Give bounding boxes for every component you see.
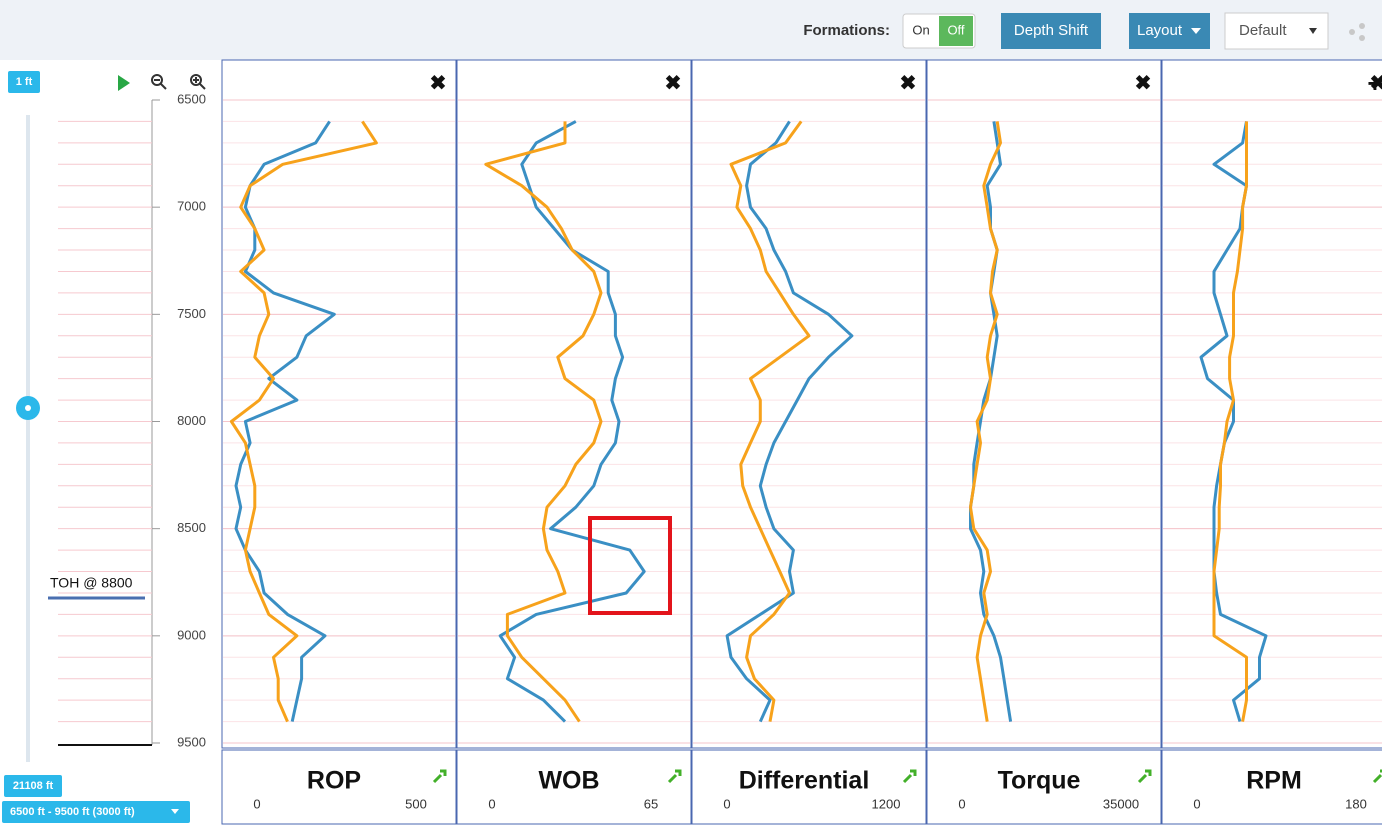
track-title: Differential — [739, 767, 870, 795]
layout-label: Layout — [1137, 22, 1183, 39]
scale-max: 65 — [644, 796, 658, 811]
close-icon[interactable]: ✖ — [1370, 72, 1382, 94]
track-footer — [691, 749, 927, 825]
close-icon[interactable]: ✖ — [430, 72, 447, 94]
range-label: 6500 ft - 9500 ft (3000 ft) — [10, 806, 135, 818]
track-footer — [456, 749, 692, 825]
zoom-out-icon[interactable] — [151, 74, 167, 90]
log-curve — [484, 121, 603, 723]
log-curve — [229, 120, 378, 723]
depth-tick-label: 7500 — [177, 306, 206, 321]
track-frame — [456, 59, 692, 749]
total-depth: 21108 ft — [13, 780, 54, 792]
depth-tick-label: 8000 — [177, 413, 206, 428]
zoom-in-icon[interactable] — [190, 74, 206, 90]
depth-tick-label: 9000 — [177, 627, 206, 642]
scale-min: 0 — [253, 796, 260, 811]
scale-min: 0 — [723, 796, 730, 811]
track-frame — [691, 59, 927, 749]
depth-shift-label: Depth Shift — [1014, 22, 1089, 39]
depth-tick-label: 8500 — [177, 520, 206, 535]
scale-min: 0 — [488, 796, 495, 811]
scale-min: 0 — [1193, 796, 1200, 811]
highlight-box — [588, 516, 672, 615]
track-frame — [926, 59, 1162, 749]
caret — [1309, 28, 1317, 34]
track-footer — [221, 749, 457, 825]
log-curve — [1212, 121, 1248, 722]
log-curve — [729, 120, 811, 722]
add-icon[interactable]: + — [1367, 68, 1382, 98]
log-curve — [725, 120, 854, 723]
scale-max: 180 — [1345, 796, 1367, 811]
settings-icon[interactable] — [432, 769, 447, 784]
scale-max: 1200 — [872, 796, 901, 811]
track-title: ROP — [307, 767, 361, 795]
scale-min: 0 — [958, 796, 965, 811]
track-footer — [1161, 749, 1382, 825]
caret — [171, 809, 179, 814]
toggle-on-label: On — [912, 22, 929, 37]
toggle-off[interactable] — [939, 16, 973, 46]
log-curve — [1199, 121, 1268, 723]
scale-max: 35000 — [1103, 796, 1139, 811]
share-icon[interactable] — [1349, 23, 1365, 41]
preset-label: Default — [1239, 22, 1287, 39]
track-frame — [1161, 59, 1382, 749]
close-icon[interactable]: ✖ — [665, 72, 682, 94]
scale-badge[interactable] — [8, 71, 40, 93]
close-icon[interactable]: ✖ — [900, 72, 917, 94]
close-icon[interactable]: ✖ — [1135, 72, 1152, 94]
settings-icon[interactable] — [667, 769, 682, 784]
track-title: Torque — [998, 767, 1081, 795]
tracks: ✖ ROP 0 500 ✖ WOB 0 65 ✖ Differential 0 1200 ✖ Torque… — [221, 59, 1382, 825]
preset-select[interactable] — [1224, 12, 1329, 50]
depth-tick-label: 7000 — [177, 199, 206, 214]
depth-tick-label: 9500 — [177, 734, 206, 749]
depth-badge — [4, 775, 62, 797]
depth-shift-button[interactable] — [1001, 13, 1101, 49]
formations-label: Formations: — [803, 22, 890, 39]
track-frame — [221, 59, 457, 749]
scale-label: 1 ft — [16, 76, 33, 88]
track-title: WOB — [538, 767, 599, 795]
depth-tick-label: 6500 — [177, 91, 206, 106]
annotation: TOH @ 8800 — [50, 575, 133, 591]
log-curve — [969, 121, 1002, 722]
caret — [1191, 28, 1201, 34]
play-icon[interactable] — [118, 75, 130, 91]
track-title: RPM — [1246, 767, 1302, 795]
slider-knob-dot — [25, 405, 31, 411]
settings-icon[interactable] — [1137, 769, 1152, 784]
scale-max: 500 — [405, 796, 427, 811]
track-footer — [926, 749, 1162, 825]
range-badge[interactable] — [2, 801, 190, 823]
toggle-off-label: Off — [947, 22, 964, 37]
settings-icon[interactable] — [902, 769, 917, 784]
log-curve — [498, 120, 646, 723]
